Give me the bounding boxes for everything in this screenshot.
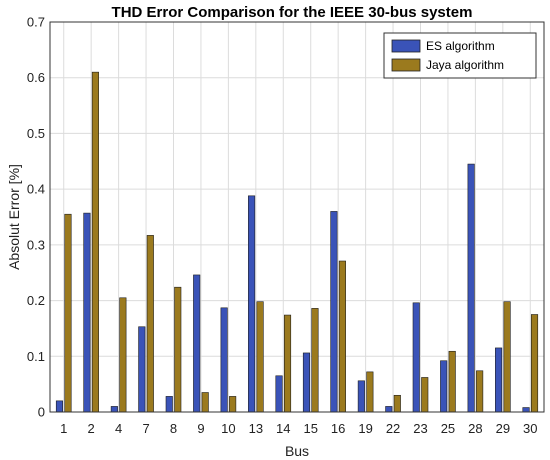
x-tick-label: 10 (221, 421, 235, 436)
x-tick-label: 1 (60, 421, 67, 436)
bar-es-bus-25 (440, 360, 448, 413)
bar-es-bus-16 (330, 211, 338, 413)
x-tick-label: 30 (523, 421, 537, 436)
bar-jaya-bus-14 (283, 314, 292, 413)
bar-es-bus-23 (412, 302, 420, 413)
bar-es-bus-13 (248, 195, 256, 413)
bar-jaya-bus-22 (393, 394, 401, 413)
bar-es-bus-4 (110, 406, 118, 413)
bar-jaya-bus-16 (338, 260, 346, 413)
bar-es-bus-15 (302, 352, 311, 413)
bar-es-bus-14 (275, 375, 283, 413)
bar-jaya-bus-25 (448, 350, 456, 413)
x-tick-label: 16 (331, 421, 345, 436)
bars (55, 71, 539, 413)
bar-es-bus-7 (138, 326, 146, 413)
x-tick-label: 9 (197, 421, 204, 436)
bar-jaya-bus-1 (64, 213, 72, 413)
y-axis-label: Absolut Error [%] (6, 164, 22, 270)
bar-jaya-bus-4 (119, 297, 127, 413)
x-tick-label: 4 (115, 421, 122, 436)
bar-jaya-bus-2 (91, 71, 99, 413)
x-tick-label: 7 (142, 421, 149, 436)
x-tick-label: 2 (88, 421, 95, 436)
bar-jaya-bus-19 (366, 371, 374, 413)
x-tick-label: 14 (276, 421, 290, 436)
legend-label-es: ES algorithm (426, 39, 495, 53)
x-tick-label: 8 (170, 421, 177, 436)
bar-es-bus-8 (165, 396, 173, 413)
y-tick-label: 0.3 (27, 237, 45, 252)
bar-jaya-bus-8 (174, 286, 182, 413)
y-tick-label: 0.7 (27, 15, 45, 30)
x-tick-label: 28 (468, 421, 482, 436)
bar-jaya-bus-30 (530, 314, 539, 413)
bar-jaya-bus-10 (229, 396, 237, 413)
y-tick-labels: 0 0.1 0.2 0.3 0.4 0.5 0.6 0.7 (27, 15, 45, 420)
x-axis-label: Bus (285, 443, 309, 459)
x-tick-labels: 1 2 4 7 8 9 10 13 14 15 16 19 22 23 25 28 29 30 (60, 421, 537, 436)
bar-es-bus-29 (495, 347, 503, 413)
bar-es-bus-9 (193, 274, 201, 413)
bar-es-bus-10 (220, 307, 228, 413)
x-tick-label: 15 (303, 421, 317, 436)
bar-jaya-bus-23 (421, 377, 429, 413)
bar-jaya-bus-28 (476, 370, 484, 413)
bar-jaya-bus-29 (503, 301, 511, 413)
chart-title: THD Error Comparison for the IEEE 30-bus… (112, 4, 473, 21)
x-tick-label: 13 (249, 421, 263, 436)
x-tick-label: 23 (413, 421, 427, 436)
bar-jaya-bus-9 (201, 392, 209, 413)
bar-jaya-bus-7 (146, 235, 154, 413)
bar-es-bus-2 (83, 212, 91, 413)
y-tick-label: 0.6 (27, 70, 45, 85)
bar-es-bus-28 (467, 163, 475, 413)
bar-es-bus-22 (385, 406, 393, 413)
bar-jaya-bus-13 (256, 301, 264, 413)
bar-es-bus-1 (55, 400, 64, 413)
legend-label-jaya: Jaya algorithm (426, 58, 504, 72)
x-tick-label: 29 (496, 421, 510, 436)
bar-jaya-bus-15 (311, 308, 319, 413)
plot-frame (49, 21, 545, 413)
y-tick-label: 0.2 (27, 293, 45, 308)
x-tick-label: 19 (358, 421, 372, 436)
legend-swatch-es (391, 39, 421, 53)
y-tick-label: 0.4 (27, 182, 45, 197)
legend-swatch-jaya (391, 58, 421, 72)
bar-es-bus-19 (357, 380, 365, 413)
y-tick-label: 0 (38, 405, 45, 420)
y-tick-label: 0.1 (27, 349, 45, 364)
y-tick-label: 0.5 (27, 126, 45, 141)
x-tick-label: 22 (386, 421, 400, 436)
grid-lines (50, 21, 544, 413)
x-tick-label: 25 (441, 421, 455, 436)
legend: ES algorithm Jaya algorithm (383, 32, 537, 79)
bar-es-bus-30 (522, 407, 530, 413)
